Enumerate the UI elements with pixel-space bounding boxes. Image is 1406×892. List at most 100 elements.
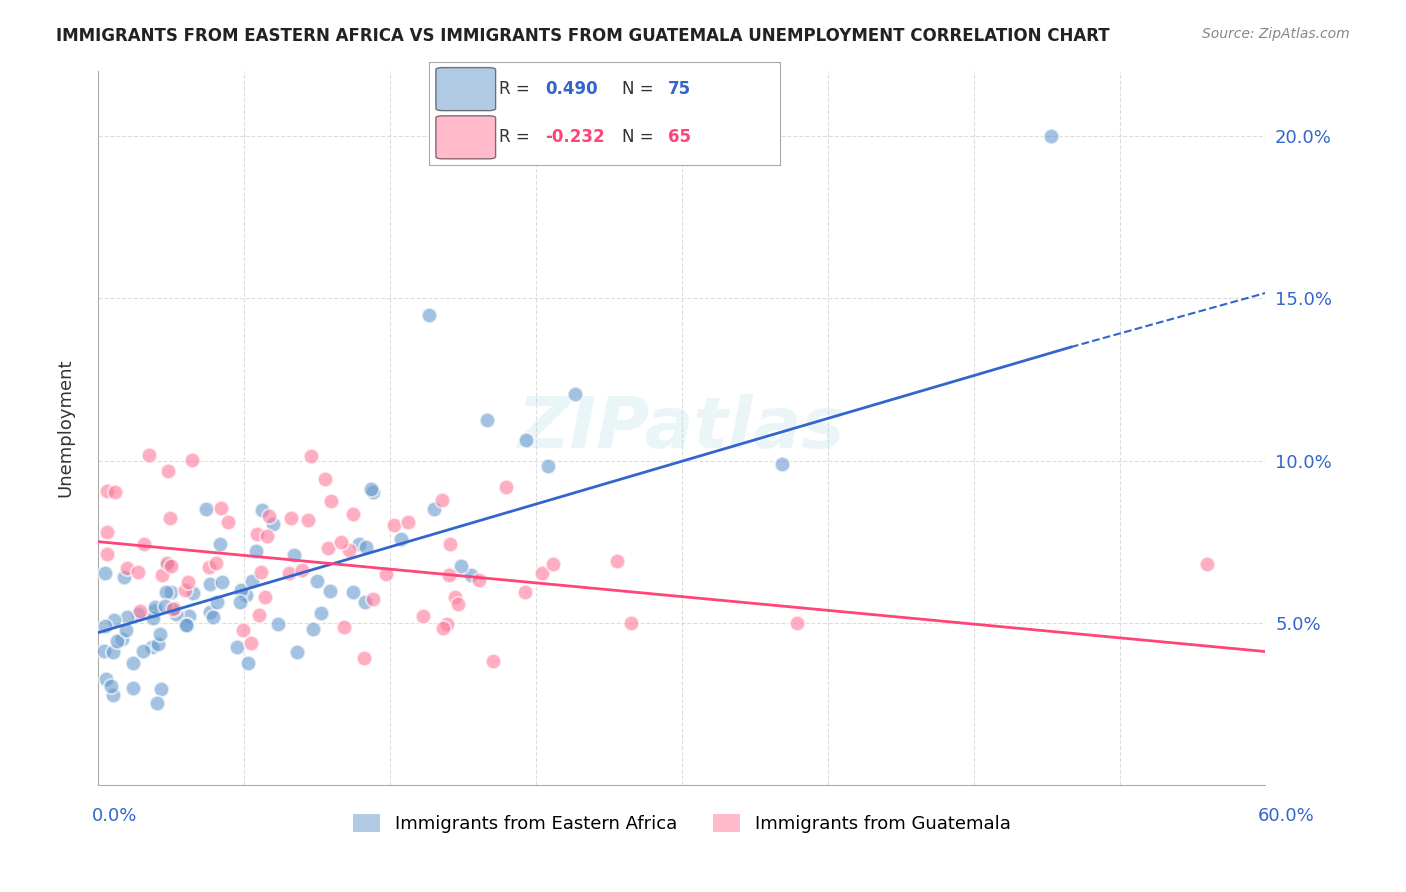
Immigrants from Guatemala bbox=[353, 650, 375, 665]
Immigrants from Eastern Africa bbox=[165, 607, 187, 621]
Immigrants from Guatemala bbox=[482, 654, 505, 668]
Immigrants from Eastern Africa bbox=[149, 626, 172, 640]
Immigrants from Eastern Africa bbox=[353, 595, 375, 609]
Immigrants from Eastern Africa bbox=[283, 548, 305, 562]
Immigrants from Eastern Africa bbox=[194, 501, 217, 516]
Immigrants from Guatemala bbox=[134, 537, 156, 551]
Immigrants from Eastern Africa bbox=[342, 584, 364, 599]
Immigrants from Eastern Africa bbox=[121, 657, 143, 671]
Immigrants from Eastern Africa bbox=[163, 600, 186, 615]
Immigrants from Eastern Africa bbox=[143, 604, 166, 618]
Text: IMMIGRANTS FROM EASTERN AFRICA VS IMMIGRANTS FROM GUATEMALA UNEMPLOYMENT CORRELA: IMMIGRANTS FROM EASTERN AFRICA VS IMMIGR… bbox=[56, 27, 1109, 45]
Immigrants from Guatemala bbox=[530, 566, 553, 580]
Immigrants from Guatemala bbox=[254, 590, 277, 604]
Immigrants from Guatemala bbox=[467, 574, 489, 588]
Immigrants from Guatemala bbox=[515, 584, 537, 599]
Text: 60.0%: 60.0% bbox=[1258, 807, 1315, 825]
Immigrants from Guatemala bbox=[444, 590, 467, 604]
Immigrants from Eastern Africa bbox=[122, 681, 145, 695]
Immigrants from Guatemala bbox=[291, 563, 314, 577]
Immigrants from Guatemala bbox=[495, 480, 517, 494]
Immigrants from Guatemala bbox=[104, 485, 127, 500]
Immigrants from Guatemala bbox=[247, 608, 270, 623]
Immigrants from Guatemala bbox=[1195, 558, 1218, 572]
Immigrants from Guatemala bbox=[342, 507, 364, 521]
Immigrants from Eastern Africa bbox=[207, 595, 229, 609]
Immigrants from Guatemala bbox=[447, 597, 470, 611]
Immigrants from Guatemala bbox=[297, 513, 319, 527]
Immigrants from Guatemala bbox=[337, 543, 360, 558]
Immigrants from Eastern Africa bbox=[245, 544, 267, 558]
FancyBboxPatch shape bbox=[436, 68, 496, 111]
Immigrants from Eastern Africa bbox=[94, 566, 117, 581]
Immigrants from Eastern Africa bbox=[174, 618, 197, 632]
Immigrants from Guatemala bbox=[209, 500, 232, 515]
Immigrants from Eastern Africa bbox=[226, 640, 249, 654]
Immigrants from Guatemala bbox=[333, 619, 356, 633]
Immigrants from Guatemala bbox=[439, 537, 461, 551]
Immigrants from Guatemala bbox=[786, 616, 808, 631]
Immigrants from Eastern Africa bbox=[515, 433, 537, 447]
Immigrants from Eastern Africa bbox=[235, 588, 257, 602]
Immigrants from Eastern Africa bbox=[198, 605, 221, 619]
Immigrants from Eastern Africa bbox=[105, 634, 128, 648]
Immigrants from Eastern Africa bbox=[354, 540, 377, 554]
Immigrants from Eastern Africa bbox=[211, 575, 233, 590]
Text: R =: R = bbox=[499, 80, 536, 98]
Text: 75: 75 bbox=[668, 80, 690, 98]
Immigrants from Eastern Africa bbox=[287, 645, 309, 659]
Immigrants from Guatemala bbox=[180, 453, 202, 467]
Immigrants from Guatemala bbox=[96, 547, 118, 561]
Immigrants from Eastern Africa bbox=[101, 645, 124, 659]
Legend: Immigrants from Eastern Africa, Immigrants from Guatemala: Immigrants from Eastern Africa, Immigran… bbox=[346, 806, 1018, 840]
Immigrants from Eastern Africa bbox=[564, 386, 586, 401]
Immigrants from Guatemala bbox=[396, 515, 419, 529]
Immigrants from Guatemala bbox=[382, 517, 405, 532]
Immigrants from Eastern Africa bbox=[305, 574, 328, 588]
Immigrants from Guatemala bbox=[96, 483, 118, 498]
Immigrants from Eastern Africa bbox=[460, 568, 482, 582]
Immigrants from Guatemala bbox=[249, 566, 271, 580]
Immigrants from Eastern Africa bbox=[146, 696, 169, 710]
Immigrants from Guatemala bbox=[257, 508, 280, 523]
Text: N =: N = bbox=[621, 80, 659, 98]
Immigrants from Eastern Africa bbox=[153, 599, 176, 614]
Text: Source: ZipAtlas.com: Source: ZipAtlas.com bbox=[1202, 27, 1350, 41]
Immigrants from Eastern Africa bbox=[475, 413, 498, 427]
Immigrants from Guatemala bbox=[432, 621, 454, 635]
Immigrants from Eastern Africa bbox=[361, 484, 384, 499]
Immigrants from Eastern Africa bbox=[149, 681, 172, 696]
Immigrants from Guatemala bbox=[436, 616, 458, 631]
Immigrants from Eastern Africa bbox=[236, 657, 259, 671]
Immigrants from Eastern Africa bbox=[231, 583, 253, 598]
Immigrants from Eastern Africa bbox=[229, 595, 252, 609]
Immigrants from Guatemala bbox=[256, 529, 278, 543]
Immigrants from Guatemala bbox=[439, 568, 461, 582]
Immigrants from Eastern Africa bbox=[160, 585, 183, 599]
Immigrants from Eastern Africa bbox=[250, 503, 273, 517]
Immigrants from Guatemala bbox=[543, 557, 565, 571]
Immigrants from Eastern Africa bbox=[93, 643, 115, 657]
Immigrants from Eastern Africa bbox=[103, 613, 125, 627]
Immigrants from Guatemala bbox=[330, 535, 353, 549]
Immigrants from Guatemala bbox=[246, 527, 269, 541]
Immigrants from Eastern Africa bbox=[117, 609, 139, 624]
Immigrants from Eastern Africa bbox=[101, 689, 124, 703]
Immigrants from Eastern Africa bbox=[422, 501, 444, 516]
Immigrants from Eastern Africa bbox=[450, 559, 472, 574]
Immigrants from Eastern Africa bbox=[347, 537, 370, 551]
Immigrants from Eastern Africa bbox=[262, 516, 284, 531]
Text: 0.490: 0.490 bbox=[544, 80, 598, 98]
Immigrants from Eastern Africa bbox=[209, 537, 232, 551]
Immigrants from Guatemala bbox=[619, 615, 641, 630]
Immigrants from Guatemala bbox=[159, 511, 181, 525]
Immigrants from Eastern Africa bbox=[1040, 129, 1063, 144]
Y-axis label: Unemployment: Unemployment bbox=[56, 359, 75, 498]
FancyBboxPatch shape bbox=[436, 116, 496, 159]
Text: 65: 65 bbox=[668, 128, 690, 146]
Text: N =: N = bbox=[621, 128, 659, 146]
Immigrants from Eastern Africa bbox=[389, 532, 412, 546]
Immigrants from Eastern Africa bbox=[181, 585, 204, 599]
Immigrants from Eastern Africa bbox=[179, 608, 201, 623]
Immigrants from Eastern Africa bbox=[156, 558, 179, 573]
